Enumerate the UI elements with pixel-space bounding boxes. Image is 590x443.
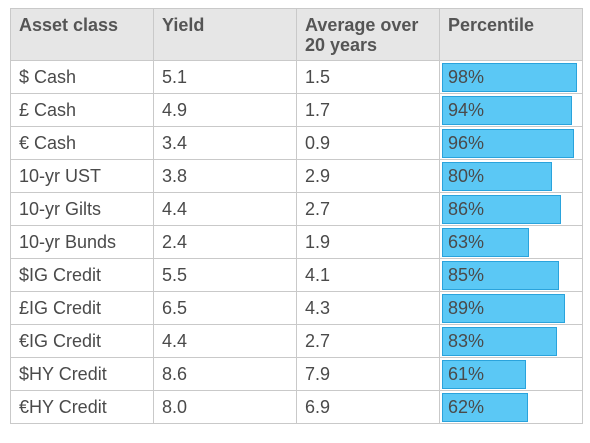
- percentile-cell: 85%: [439, 258, 583, 292]
- average-cell: 2.7: [296, 192, 440, 226]
- table-row: £ Cash 4.9 1.7 94%: [10, 93, 583, 127]
- asset-class-cell: €HY Credit: [10, 390, 154, 424]
- yield-cell: 5.5: [153, 258, 297, 292]
- percentile-bar-track: 85%: [442, 260, 580, 290]
- percentile-bar-track: 94%: [442, 95, 580, 125]
- asset-class-cell: € Cash: [10, 126, 154, 160]
- table-body: $ Cash 5.1 1.5 98% £ Cash 4.9 1.7 94% € Cash 3.4 0…: [10, 60, 583, 424]
- percentile-bar: [442, 62, 578, 92]
- header-average: Average over 20 years: [296, 8, 440, 61]
- yield-cell: 8.6: [153, 357, 297, 391]
- percentile-bar: [442, 227, 529, 257]
- percentile-bar-track: 98%: [442, 62, 580, 92]
- percentile-label: 96%: [448, 132, 485, 153]
- percentile-label: 98%: [448, 66, 485, 87]
- yield-cell: 4.9: [153, 93, 297, 127]
- yield-cell: 8.0: [153, 390, 297, 424]
- asset-class-cell: 10-yr Gilts: [10, 192, 154, 226]
- percentile-cell: 80%: [439, 159, 583, 193]
- asset-class-cell: $HY Credit: [10, 357, 154, 391]
- percentile-cell: 89%: [439, 291, 583, 325]
- table-row: €IG Credit 4.4 2.7 83%: [10, 324, 583, 358]
- percentile-bar: [442, 95, 572, 125]
- asset-class-cell: $ Cash: [10, 60, 154, 94]
- percentile-label: 94%: [448, 99, 485, 120]
- percentile-label: 89%: [448, 297, 485, 318]
- percentile-cell: 98%: [439, 60, 583, 94]
- percentile-bar-track: 86%: [442, 194, 580, 224]
- percentile-label: 83%: [448, 330, 485, 351]
- yield-cell: 5.1: [153, 60, 297, 94]
- table-row: 10-yr Bunds 2.4 1.9 63%: [10, 225, 583, 259]
- asset-class-cell: 10-yr UST: [10, 159, 154, 193]
- percentile-cell: 94%: [439, 93, 583, 127]
- percentile-bar-track: 62%: [442, 392, 580, 422]
- percentile-bar: [442, 161, 553, 191]
- average-cell: 4.3: [296, 291, 440, 325]
- percentile-bar: [442, 293, 565, 323]
- average-cell: 7.9: [296, 357, 440, 391]
- yield-cell: 6.5: [153, 291, 297, 325]
- table-row: $ Cash 5.1 1.5 98%: [10, 60, 583, 94]
- table-row: $IG Credit 5.5 4.1 85%: [10, 258, 583, 292]
- percentile-bar-track: 80%: [442, 161, 580, 191]
- yield-cell: 4.4: [153, 324, 297, 358]
- table-row: €HY Credit 8.0 6.9 62%: [10, 390, 583, 424]
- yield-cell: 2.4: [153, 225, 297, 259]
- average-cell: 1.9: [296, 225, 440, 259]
- header-average-line-1: Average over: [305, 15, 419, 35]
- table-row: $HY Credit 8.6 7.9 61%: [10, 357, 583, 391]
- header-average-line-2: 20 years: [305, 35, 378, 55]
- percentile-table: Asset class Yield Average over 20 years P…: [10, 8, 583, 424]
- asset-class-cell: €IG Credit: [10, 324, 154, 358]
- percentile-label: 85%: [448, 264, 485, 285]
- average-cell: 1.7: [296, 93, 440, 127]
- percentile-label: 62%: [448, 396, 485, 417]
- percentile-cell: 86%: [439, 192, 583, 226]
- header-asset-class: Asset class: [10, 8, 154, 61]
- percentile-bar-track: 89%: [442, 293, 580, 323]
- percentile-cell: 83%: [439, 324, 583, 358]
- header-percentile: Percentile: [439, 8, 583, 61]
- percentile-bar-track: 61%: [442, 359, 580, 389]
- table-row: 10-yr UST 3.8 2.9 80%: [10, 159, 583, 193]
- header-yield: Yield: [153, 8, 297, 61]
- percentile-label: 86%: [448, 198, 485, 219]
- percentile-cell: 96%: [439, 126, 583, 160]
- percentile-label: 63%: [448, 231, 485, 252]
- table-row: 10-yr Gilts 4.4 2.7 86%: [10, 192, 583, 226]
- average-cell: 2.9: [296, 159, 440, 193]
- percentile-bar: [442, 326, 557, 356]
- asset-class-cell: £ Cash: [10, 93, 154, 127]
- asset-class-cell: $IG Credit: [10, 258, 154, 292]
- percentile-bar: [442, 194, 561, 224]
- percentile-cell: 62%: [439, 390, 583, 424]
- average-cell: 1.5: [296, 60, 440, 94]
- yield-cell: 3.4: [153, 126, 297, 160]
- percentile-bar-track: 63%: [442, 227, 580, 257]
- percentile-label: 61%: [448, 363, 485, 384]
- percentile-bar-track: 83%: [442, 326, 580, 356]
- asset-class-cell: 10-yr Bunds: [10, 225, 154, 259]
- percentile-bar: [442, 392, 528, 422]
- average-cell: 2.7: [296, 324, 440, 358]
- percentile-bar: [442, 128, 575, 158]
- average-cell: 6.9: [296, 390, 440, 424]
- yield-cell: 3.8: [153, 159, 297, 193]
- percentile-bar-track: 96%: [442, 128, 580, 158]
- header-row: Asset class Yield Average over 20 years P…: [10, 8, 583, 61]
- average-cell: 0.9: [296, 126, 440, 160]
- table-row: £IG Credit 6.5 4.3 89%: [10, 291, 583, 325]
- percentile-cell: 63%: [439, 225, 583, 259]
- table-row: € Cash 3.4 0.9 96%: [10, 126, 583, 160]
- asset-class-cell: £IG Credit: [10, 291, 154, 325]
- percentile-label: 80%: [448, 165, 485, 186]
- percentile-bar: [442, 359, 527, 389]
- percentile-bar: [442, 260, 560, 290]
- yield-cell: 4.4: [153, 192, 297, 226]
- percentile-cell: 61%: [439, 357, 583, 391]
- average-cell: 4.1: [296, 258, 440, 292]
